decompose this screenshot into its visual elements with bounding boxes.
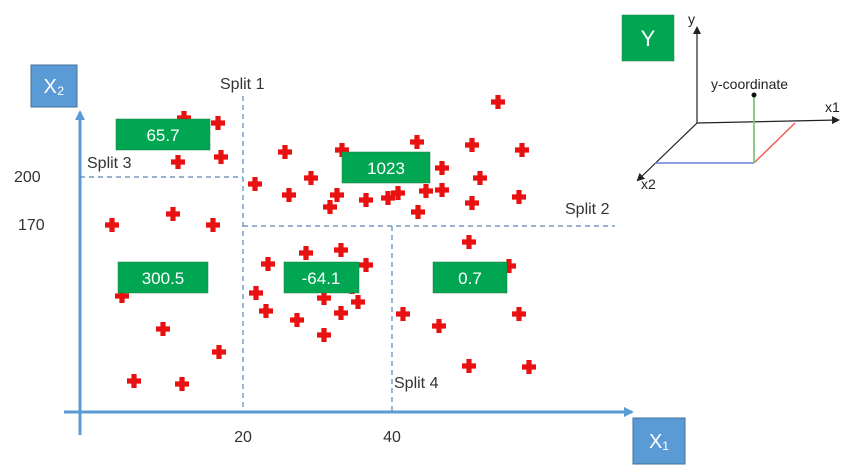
data-point-marker: [304, 171, 318, 185]
x-tick-label: 40: [383, 429, 401, 446]
inset-y-axis-label: y: [688, 11, 695, 27]
y-tick-label: 200: [14, 169, 41, 186]
data-point-marker: [290, 313, 304, 327]
y-tick-label: 170: [18, 217, 45, 234]
data-point-marker: [465, 196, 479, 210]
inset-point: [751, 92, 757, 98]
data-points: [105, 95, 536, 391]
data-point-marker: [435, 161, 449, 175]
data-point-marker: [323, 200, 337, 214]
data-point-marker: [411, 205, 425, 219]
data-point-marker: [206, 218, 220, 232]
data-point-marker: [473, 171, 487, 185]
data-point-marker: [512, 190, 526, 204]
data-point-marker: [317, 291, 331, 305]
data-point-marker: [515, 143, 529, 157]
data-point-marker: [465, 138, 479, 152]
region-value: 1023: [367, 159, 405, 178]
data-point-marker: [359, 193, 373, 207]
data-point-marker: [462, 235, 476, 249]
x-axis-label: X₁: [649, 431, 669, 453]
split-4-label: Split 4: [394, 375, 439, 392]
data-point-marker: [127, 374, 141, 388]
inset-x2-axis: [636, 122, 698, 182]
inset-x2-axis-label: x2: [641, 176, 656, 192]
y-axis-label-box: X₂: [30, 64, 78, 108]
data-point-marker: [432, 319, 446, 333]
data-point-marker: [317, 328, 331, 342]
region-box: 1023: [341, 151, 431, 184]
region-box: -64.1: [283, 261, 360, 294]
split-2-label: Split 2: [565, 201, 610, 218]
data-point-marker: [299, 246, 313, 260]
data-point-marker: [491, 95, 505, 109]
region-value: 0.7: [458, 269, 482, 288]
data-point-marker: [261, 257, 275, 271]
region-value: 300.5: [142, 269, 185, 288]
inset-x1-axis-label: x1: [825, 99, 840, 115]
region-value: -64.1: [302, 269, 341, 288]
data-point-marker: [166, 207, 180, 221]
data-point-marker: [282, 188, 296, 202]
y-output-label: Y: [641, 26, 656, 51]
data-point-marker: [211, 116, 225, 130]
data-point-marker: [156, 322, 170, 336]
y-axis-label: X₂: [43, 76, 64, 98]
data-point-marker: [359, 258, 373, 272]
data-point-marker: [115, 289, 129, 303]
data-point-marker: [334, 306, 348, 320]
data-point-marker: [396, 307, 410, 321]
data-point-marker: [248, 177, 262, 191]
data-point-marker: [171, 155, 185, 169]
data-point-marker: [351, 295, 365, 309]
data-point-marker: [212, 345, 226, 359]
data-point-marker: [259, 304, 273, 318]
data-point-marker: [177, 111, 191, 125]
x-axis-label-box: X₁: [632, 417, 686, 465]
data-point-marker: [381, 191, 395, 205]
inset-x1-axis: [696, 116, 840, 125]
data-point-marker: [278, 145, 292, 159]
data-point-marker: [462, 359, 476, 373]
data-point-marker: [175, 377, 189, 391]
y-output-box: Y: [621, 14, 675, 62]
region-box: 65.7: [115, 118, 211, 151]
data-point-marker: [502, 259, 516, 273]
data-point-marker: [105, 218, 119, 232]
data-point-marker: [334, 243, 348, 257]
data-point-marker: [410, 135, 424, 149]
inset-3d-diagram: Y y x1 x2 y-coordinate: [621, 11, 840, 192]
region-value: 65.7: [146, 126, 179, 145]
split-1-label: Split 1: [220, 76, 265, 93]
region-box: 300.5: [117, 261, 209, 294]
x-tick-label: 20: [234, 429, 252, 446]
data-point-marker: [249, 286, 263, 300]
data-point-marker: [335, 143, 349, 157]
inset-point-label: y-coordinate: [711, 76, 788, 92]
data-point-marker: [391, 186, 405, 200]
split-3-label: Split 3: [87, 155, 132, 172]
data-point-marker: [419, 184, 433, 198]
data-point-marker: [435, 183, 449, 197]
region-box: 0.7: [432, 261, 508, 294]
data-point-marker: [522, 360, 536, 374]
data-point-marker: [512, 307, 526, 321]
inset-red-projection: [753, 122, 796, 164]
data-point-marker: [330, 188, 344, 202]
data-point-marker: [214, 150, 228, 164]
